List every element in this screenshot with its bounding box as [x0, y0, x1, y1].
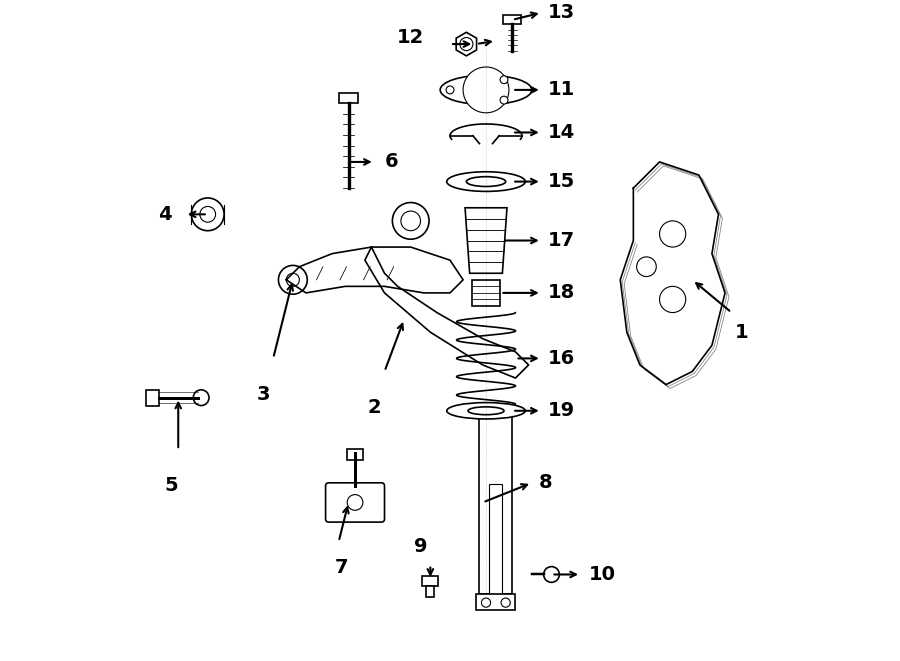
Circle shape — [400, 211, 420, 231]
Circle shape — [544, 566, 560, 582]
Text: 16: 16 — [548, 349, 575, 368]
Polygon shape — [620, 162, 725, 385]
Circle shape — [460, 38, 473, 51]
Text: 1: 1 — [735, 323, 749, 342]
Circle shape — [446, 86, 454, 94]
Circle shape — [636, 257, 656, 276]
Circle shape — [347, 494, 363, 510]
Text: 17: 17 — [548, 231, 575, 250]
Text: 15: 15 — [548, 172, 575, 191]
Polygon shape — [286, 247, 464, 293]
Bar — [480, 410, 512, 594]
Bar — [427, 586, 435, 598]
Text: 3: 3 — [256, 385, 270, 404]
Circle shape — [286, 273, 300, 286]
Circle shape — [278, 266, 307, 294]
Circle shape — [464, 67, 508, 113]
Circle shape — [501, 598, 510, 607]
Bar — [146, 390, 158, 406]
FancyBboxPatch shape — [326, 483, 384, 522]
Polygon shape — [450, 124, 522, 139]
Text: 5: 5 — [165, 477, 178, 495]
Circle shape — [500, 97, 508, 104]
Text: 14: 14 — [548, 123, 575, 142]
Bar — [490, 484, 502, 594]
Ellipse shape — [466, 176, 506, 186]
Ellipse shape — [440, 75, 532, 104]
Text: 4: 4 — [158, 205, 172, 224]
Ellipse shape — [446, 172, 526, 192]
Bar — [422, 576, 438, 586]
Text: 19: 19 — [548, 401, 575, 420]
Polygon shape — [465, 208, 507, 273]
Circle shape — [660, 286, 686, 313]
Circle shape — [200, 206, 216, 222]
Circle shape — [192, 198, 224, 231]
Circle shape — [660, 221, 686, 247]
Polygon shape — [364, 247, 528, 378]
Bar — [503, 15, 521, 24]
Text: 18: 18 — [548, 284, 575, 302]
Text: 9: 9 — [414, 537, 427, 556]
Circle shape — [482, 598, 490, 607]
Circle shape — [392, 202, 429, 239]
Text: 7: 7 — [335, 558, 348, 577]
Text: 6: 6 — [384, 153, 398, 171]
Text: 10: 10 — [589, 565, 616, 584]
Text: 11: 11 — [548, 81, 575, 99]
Bar — [476, 594, 516, 611]
Text: 12: 12 — [397, 28, 424, 47]
Text: 13: 13 — [548, 3, 575, 22]
Circle shape — [194, 390, 209, 406]
Text: 8: 8 — [538, 473, 552, 492]
Bar — [347, 449, 363, 460]
Circle shape — [500, 76, 508, 84]
Ellipse shape — [446, 403, 526, 419]
Text: 2: 2 — [368, 398, 382, 416]
Bar — [338, 93, 358, 103]
Bar — [472, 280, 500, 306]
Ellipse shape — [468, 407, 504, 414]
